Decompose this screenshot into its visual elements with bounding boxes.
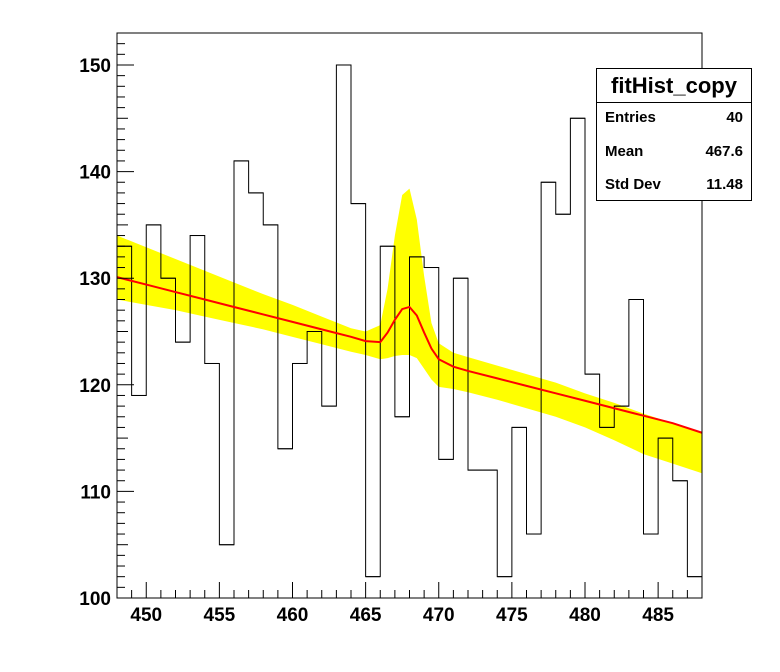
x-tick-label: 460 — [277, 605, 309, 626]
y-tick-label: 110 — [80, 482, 111, 503]
y-tick-label: 140 — [79, 163, 111, 184]
stats-label-stddev: Std Dev — [605, 176, 661, 193]
x-tick-label: 470 — [423, 605, 455, 626]
stats-label-mean: Mean — [605, 143, 644, 160]
x-tick-label: 485 — [642, 605, 674, 626]
x-tick-label: 480 — [569, 605, 601, 626]
y-tick-label: 100 — [79, 589, 111, 610]
y-tick-label: 150 — [79, 56, 111, 77]
x-tick-label: 455 — [204, 605, 236, 626]
x-axis: 450 455 460 465 470 475 480 485 — [116, 582, 703, 626]
histogram-layer — [116, 64, 702, 598]
y-axis: 100 110 120 130 140 150 — [79, 32, 134, 610]
x-tick-label: 475 — [496, 605, 528, 626]
stats-box: fitHist_copy Entries 40 Mean 467.6 Std D… — [596, 68, 752, 201]
stats-row-mean: Mean 467.6 — [605, 143, 743, 163]
stats-value-entries: 40 — [726, 109, 743, 126]
y-tick-label: 120 — [79, 376, 111, 397]
stats-row-stddev: Std Dev 11.48 — [605, 176, 743, 196]
fit-line — [116, 276, 703, 434]
stats-title: fitHist_copy — [597, 69, 751, 103]
stats-value-mean: 467.6 — [705, 143, 743, 160]
x-tick-label: 465 — [350, 605, 382, 626]
stats-value-stddev: 11.48 — [706, 176, 743, 193]
x-tick-label: 450 — [130, 605, 162, 626]
stats-label-entries: Entries — [605, 109, 656, 126]
fit-line-layer — [116, 276, 703, 434]
y-tick-label: 130 — [79, 269, 111, 290]
stats-row-entries: Entries 40 — [605, 109, 743, 129]
